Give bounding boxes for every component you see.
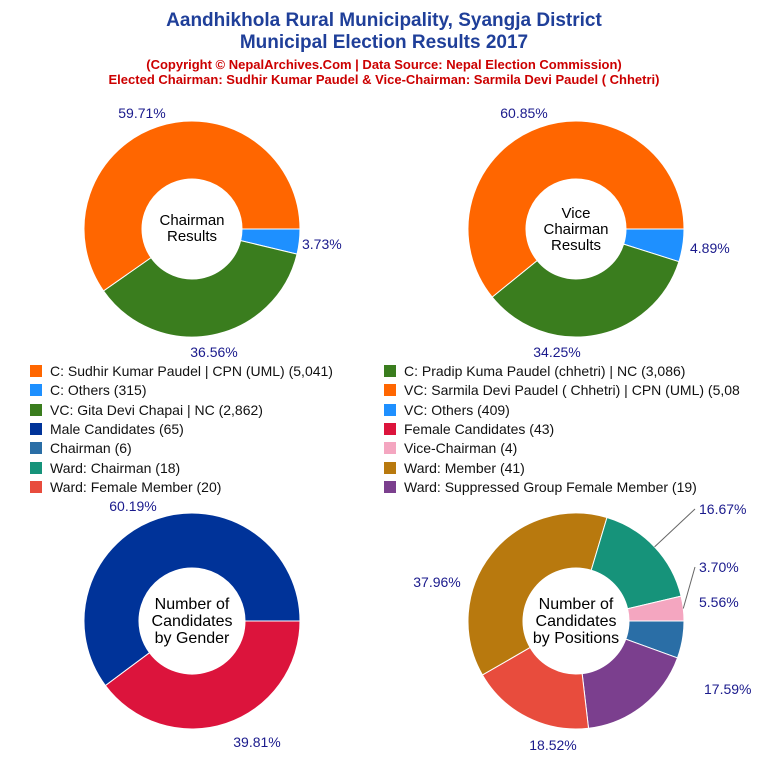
legend-item: Male Candidates (65) xyxy=(30,419,380,439)
donut-slice-female-candidates-43 xyxy=(104,620,301,730)
legend-item: Vice-Chairman (4) xyxy=(384,438,768,458)
percent-label: 39.81% xyxy=(233,734,280,750)
legend-label: Ward: Chairman (18) xyxy=(50,459,181,476)
legend-swatch xyxy=(384,442,396,455)
chart-title-line2: Municipal Election Results 2017 xyxy=(239,32,529,53)
legend-swatch xyxy=(384,422,396,435)
legend-item: Ward: Chairman (18) xyxy=(30,458,380,478)
legend-item: C: Sudhir Kumar Paudel | CPN (UML) (5,04… xyxy=(30,361,380,381)
legend-item: Female Candidates (43) xyxy=(384,419,768,439)
legend-label: Ward: Suppressed Group Female Member (19… xyxy=(404,478,697,495)
legend-swatch xyxy=(384,480,396,493)
percent-label: 18.52% xyxy=(529,737,576,753)
legend-label: Female Candidates (43) xyxy=(404,420,555,437)
legend-item: Ward: Female Member (20) xyxy=(30,477,380,497)
donut-center-label: Number of xyxy=(155,596,230,613)
percent-label: 4.89% xyxy=(690,240,730,256)
percent-label: 5.56% xyxy=(699,594,739,610)
legend-swatch xyxy=(30,384,42,397)
donut-slice-vc-sarmila-devi-paudel-chhetri-cpn-uml-5-08 xyxy=(467,120,685,298)
legend-label: C: Others (315) xyxy=(50,382,147,399)
donut-center-label: Chairman xyxy=(543,221,608,238)
leader-line xyxy=(682,566,696,609)
donut-slice-vc-gita-devi-chapai-nc-2-862 xyxy=(491,243,680,338)
percent-label: 59.71% xyxy=(118,105,165,121)
legend-label: VC: Sarmila Devi Paudel ( Chhetri) | CPN… xyxy=(404,382,740,399)
legend-item: C: Others (315) xyxy=(30,380,380,400)
legend-label: Male Candidates (65) xyxy=(50,420,184,437)
legend-swatch xyxy=(30,403,42,416)
legend-swatch xyxy=(30,461,42,474)
legend-item: Chairman (6) xyxy=(30,438,380,458)
legend-label: C: Pradip Kuma Paudel (chhetri) | NC (3,… xyxy=(404,363,686,379)
donut-center-label: Number of xyxy=(539,596,614,613)
percent-label: 17.59% xyxy=(704,681,751,697)
percent-label: 36.56% xyxy=(190,344,237,360)
legend-label: Chairman (6) xyxy=(50,440,132,457)
donut-center-label: Candidates xyxy=(536,613,617,630)
legend-item: VC: Gita Devi Chapai | NC (2,862) xyxy=(30,400,380,420)
legend-swatch xyxy=(30,365,42,377)
percent-label: 60.85% xyxy=(500,105,547,121)
chart-title-line1: Aandhikhola Rural Municipality, Syangja … xyxy=(166,10,602,31)
legend-label: Ward: Female Member (20) xyxy=(50,478,222,495)
donut-center-label: by Positions xyxy=(533,630,619,647)
legend-label: Vice-Chairman (4) xyxy=(404,440,518,457)
legend-label: Ward: Member (41) xyxy=(404,459,525,476)
percent-label: 60.19% xyxy=(109,498,156,514)
legend-label: C: Sudhir Kumar Paudel | CPN (UML) (5,04… xyxy=(50,363,333,379)
legend-label: VC: Others (409) xyxy=(404,401,510,418)
donut-slice-vice-chairman-4 xyxy=(626,595,685,622)
elected-subtitle: Elected Chairman: Sudhir Kumar Paudel & … xyxy=(108,72,660,87)
leader-line xyxy=(654,508,696,548)
legend-swatch xyxy=(384,365,396,377)
percent-label: 34.25% xyxy=(533,344,580,360)
legend-item: Ward: Suppressed Group Female Member (19… xyxy=(384,477,768,497)
legend-item: C: Pradip Kuma Paudel (chhetri) | NC (3,… xyxy=(384,361,768,381)
percent-label: 16.67% xyxy=(699,501,746,517)
legend-swatch xyxy=(30,480,42,493)
legend-swatch xyxy=(384,461,396,474)
donut-slice-ward-suppressed-group-female-member-19 xyxy=(581,638,679,729)
legend-label: VC: Gita Devi Chapai | NC (2,862) xyxy=(50,401,263,418)
donut-center-label: by Gender xyxy=(155,630,230,647)
legend-swatch xyxy=(30,422,42,435)
legend-swatch xyxy=(384,403,396,416)
donut-center-label: Chairman xyxy=(159,212,224,229)
donut-center-label: Results xyxy=(167,228,217,245)
copyright-subtitle: (Copyright © NepalArchives.Com | Data So… xyxy=(146,57,622,72)
percent-label: 3.73% xyxy=(302,236,342,252)
donut-center-label: Vice xyxy=(562,205,591,222)
donut-center-label: Candidates xyxy=(152,613,233,630)
donut-slice-male-candidates-65 xyxy=(83,512,301,687)
donut-slice-c-pradip-kuma-paudel-chhetri-nc-3-086 xyxy=(102,240,298,338)
donut-slice-c-sudhir-kumar-paudel-cpn-uml-5-041 xyxy=(83,120,301,292)
legend-item: Ward: Member (41) xyxy=(384,458,768,478)
legend-swatch xyxy=(384,384,396,397)
legend-item: VC: Others (409) xyxy=(384,400,768,420)
legend-swatch xyxy=(30,442,42,455)
percent-label: 37.96% xyxy=(413,574,460,590)
legend-item: VC: Sarmila Devi Paudel ( Chhetri) | CPN… xyxy=(384,380,768,400)
donut-center-label: Results xyxy=(551,237,601,254)
donut-slice-ward-member-41 xyxy=(467,512,608,676)
percent-label: 3.70% xyxy=(699,559,739,575)
